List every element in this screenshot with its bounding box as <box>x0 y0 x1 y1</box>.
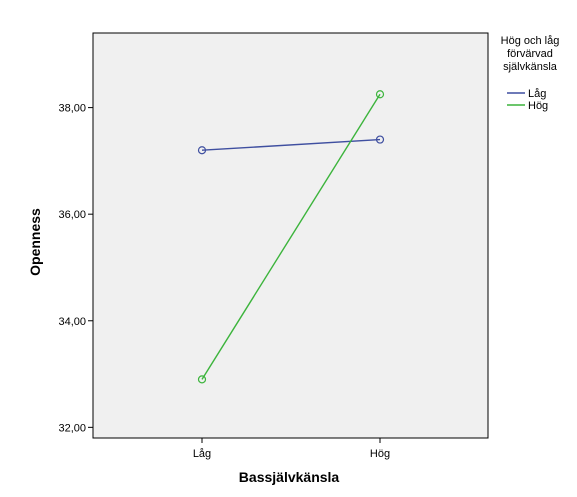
legend-title-line-3: självkänsla <box>503 61 558 73</box>
legend-title-line-2: förvärvad <box>507 48 553 60</box>
plot-area <box>92 32 489 439</box>
series-hög <box>197 90 385 384</box>
data-point <box>375 90 385 99</box>
y-tick-label: 34,00 <box>58 316 86 328</box>
legend-title-line-1: Hög och låg <box>501 35 560 47</box>
x-axis-title: Bassjälvkänsla <box>239 469 340 485</box>
legend-label: Låg <box>528 88 546 100</box>
data-point <box>197 146 207 155</box>
series-line <box>201 93 381 380</box>
data-point <box>375 135 385 144</box>
y-axis-title: Openness <box>27 208 43 276</box>
series-layer <box>197 90 385 384</box>
x-tick-label: Låg <box>193 448 211 460</box>
x-axis: Låg Hög <box>193 438 390 460</box>
legend-label: Hög <box>528 100 548 112</box>
y-axis: 32,00 34,00 36,00 38,00 <box>58 103 93 434</box>
data-point <box>197 375 207 384</box>
y-tick-label: 36,00 <box>58 209 86 221</box>
x-tick-label: Hög <box>370 448 390 460</box>
y-tick-label: 32,00 <box>58 422 86 434</box>
y-tick-label: 38,00 <box>58 103 86 115</box>
